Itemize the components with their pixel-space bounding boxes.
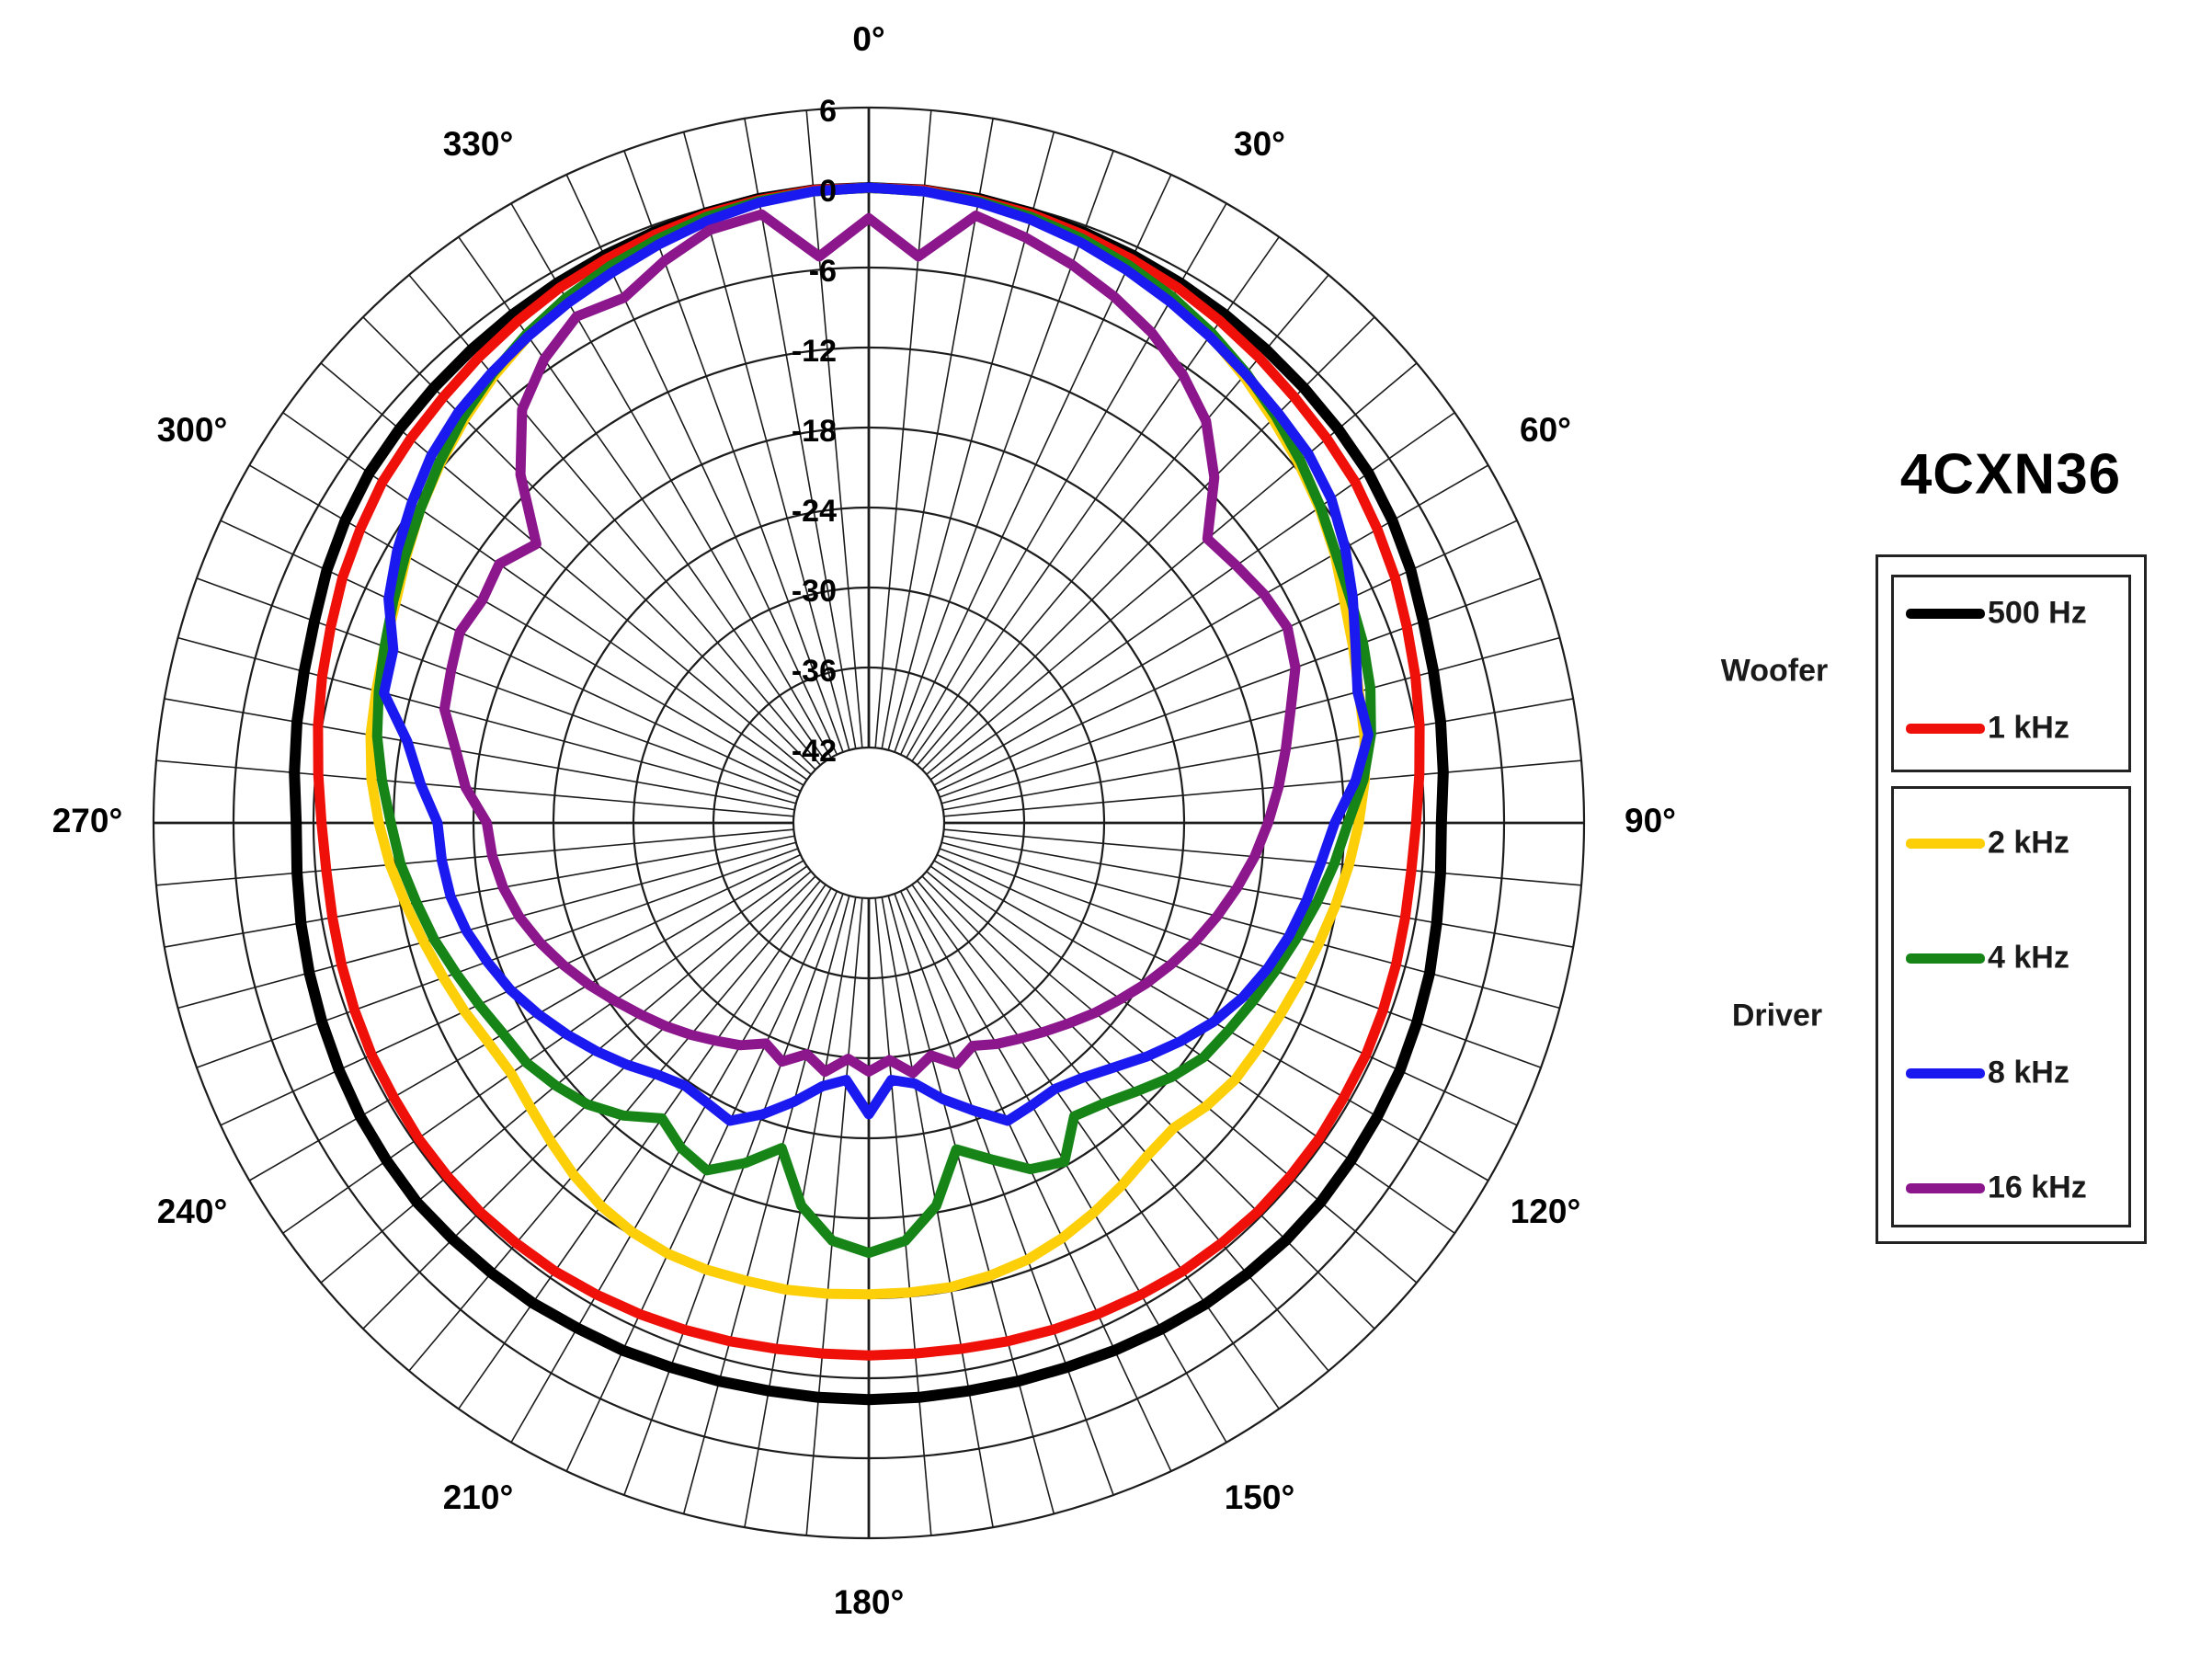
angle-label-30: 30° <box>1234 125 1285 163</box>
legend-label-500hz: 500 Hz <box>1988 595 2087 631</box>
angle-label-60: 60° <box>1520 411 1571 449</box>
polar-grid <box>152 106 1586 1540</box>
legend-swatch-16khz <box>1906 1183 1985 1193</box>
legend-swatch-500hz <box>1906 609 1985 619</box>
legend-label-2khz: 2 kHz <box>1988 825 2069 861</box>
polar-ring--30db <box>632 586 1106 1060</box>
radial-label--30db: -30 <box>792 574 837 609</box>
polar-ring-6db <box>152 106 1586 1540</box>
chart-title: 4CXN36 <box>1899 442 2122 507</box>
angle-label-240: 240° <box>157 1193 228 1230</box>
legend-swatch-4khz <box>1906 953 1985 964</box>
legend-swatch-2khz <box>1906 839 1985 849</box>
radial-label-0db: 0 <box>819 174 837 209</box>
radial-labels: 6 0 -6 -12 -18 -24 -30 -36 -42 <box>792 94 837 769</box>
angle-label-210: 210° <box>443 1478 514 1516</box>
legend-label-4khz: 4 kHz <box>1988 940 2069 976</box>
legend-group-label-woofer: Woofer <box>1720 653 1829 689</box>
angle-label-0: 0° <box>852 20 884 58</box>
legend-group-box-woofer <box>1891 575 2131 772</box>
curve-16khz <box>439 209 1301 1079</box>
legend-group-label-driver: Driver <box>1731 998 1823 1033</box>
radial-label--18db: -18 <box>792 414 837 449</box>
radial-label--12db: -12 <box>792 334 837 369</box>
angle-label-90: 90° <box>1625 802 1676 839</box>
polar-ring--42db <box>792 746 946 900</box>
polar-ring--6db <box>312 266 1426 1380</box>
curve-4khz <box>371 182 1376 1259</box>
angle-label-180: 180° <box>834 1583 905 1621</box>
curve-500hz <box>289 182 1449 1406</box>
legend-label-8khz: 8 kHz <box>1988 1055 2069 1090</box>
angle-label-270: 270° <box>52 802 123 839</box>
polar-ring--24db <box>552 506 1186 1140</box>
curve-8khz <box>379 182 1374 1126</box>
angle-labels: 0° 30° 60° 90° 120° 150° 180° 210° 240° 270° 300° 3… <box>52 20 1676 1621</box>
legend-swatch-1khz <box>1906 724 1985 734</box>
legend-group-box-driver <box>1891 786 2131 1227</box>
radial-label--24db: -24 <box>792 494 837 529</box>
angle-label-120: 120° <box>1511 1193 1581 1230</box>
legend-label-1khz: 1 kHz <box>1988 710 2069 746</box>
radial-label--36db: -36 <box>792 654 837 689</box>
legend-label-16khz: 16 kHz <box>1988 1170 2087 1205</box>
legend-swatch-8khz <box>1906 1068 1985 1079</box>
radial-label-6db: 6 <box>819 94 837 129</box>
curves <box>289 182 1449 1406</box>
angle-label-330: 330° <box>443 125 514 163</box>
curve-1khz <box>313 182 1425 1361</box>
radial-label--42db: -42 <box>792 734 837 769</box>
angle-label-150: 150° <box>1225 1478 1295 1516</box>
polar-ring--36db <box>712 666 1026 980</box>
radial-label--6db: -6 <box>809 254 837 289</box>
angle-label-300: 300° <box>157 411 228 449</box>
